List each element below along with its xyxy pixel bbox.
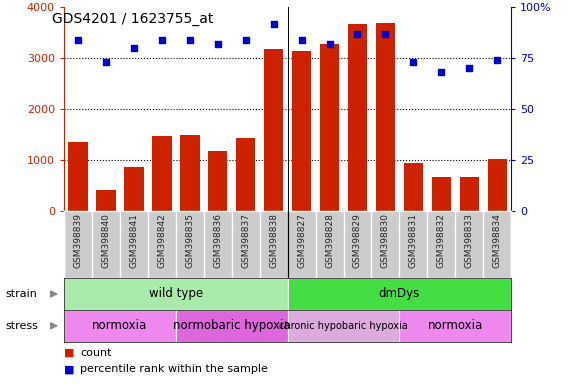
Bar bbox=[288, 310, 400, 342]
Bar bbox=[64, 310, 175, 342]
Point bbox=[185, 37, 195, 43]
Point bbox=[409, 59, 418, 65]
Point bbox=[325, 41, 334, 47]
Bar bbox=[152, 136, 171, 211]
Text: GSM398838: GSM398838 bbox=[269, 213, 278, 268]
Bar bbox=[320, 45, 339, 211]
Point bbox=[129, 45, 138, 51]
Point bbox=[213, 41, 223, 47]
Point bbox=[241, 37, 250, 43]
Point bbox=[297, 37, 306, 43]
Bar bbox=[292, 51, 311, 211]
Bar bbox=[64, 278, 288, 310]
Point bbox=[353, 31, 362, 37]
Text: GSM398837: GSM398837 bbox=[241, 213, 250, 268]
Text: normoxia: normoxia bbox=[428, 319, 483, 332]
Bar bbox=[236, 137, 256, 211]
Point bbox=[381, 31, 390, 37]
Text: GSM398835: GSM398835 bbox=[185, 213, 194, 268]
Point bbox=[493, 57, 502, 63]
Bar bbox=[264, 49, 284, 211]
Bar bbox=[175, 310, 288, 342]
Text: GSM398827: GSM398827 bbox=[297, 213, 306, 268]
Bar bbox=[460, 177, 479, 211]
Bar bbox=[487, 159, 507, 211]
Bar bbox=[432, 177, 451, 211]
Text: ■: ■ bbox=[64, 364, 74, 374]
Bar bbox=[288, 278, 511, 310]
Text: GSM398836: GSM398836 bbox=[213, 213, 222, 268]
Text: GSM398841: GSM398841 bbox=[130, 213, 138, 268]
Bar bbox=[96, 190, 116, 211]
Text: wild type: wild type bbox=[149, 288, 203, 300]
Text: GSM398829: GSM398829 bbox=[353, 213, 362, 268]
Bar bbox=[208, 151, 228, 211]
Point bbox=[269, 20, 278, 26]
Text: GSM398833: GSM398833 bbox=[465, 213, 474, 268]
Text: GSM398839: GSM398839 bbox=[73, 213, 83, 268]
Bar bbox=[404, 164, 423, 211]
Text: stress: stress bbox=[6, 321, 39, 331]
Text: GSM398830: GSM398830 bbox=[381, 213, 390, 268]
Text: dmDys: dmDys bbox=[379, 288, 420, 300]
Text: normobaric hypoxia: normobaric hypoxia bbox=[173, 319, 290, 332]
Text: chronic hypobaric hypoxia: chronic hypobaric hypoxia bbox=[279, 321, 408, 331]
Text: normoxia: normoxia bbox=[92, 319, 148, 332]
Text: ■: ■ bbox=[64, 348, 74, 358]
Bar bbox=[400, 310, 511, 342]
Bar bbox=[180, 135, 199, 211]
Text: GSM398828: GSM398828 bbox=[325, 213, 334, 268]
Point bbox=[157, 37, 166, 43]
Point bbox=[465, 65, 474, 71]
Text: GSM398832: GSM398832 bbox=[437, 213, 446, 268]
Text: GSM398834: GSM398834 bbox=[493, 213, 502, 268]
Text: GDS4201 / 1623755_at: GDS4201 / 1623755_at bbox=[52, 12, 214, 25]
Point bbox=[101, 59, 110, 65]
Text: strain: strain bbox=[6, 289, 38, 299]
Bar bbox=[68, 142, 88, 211]
Point bbox=[437, 70, 446, 76]
Bar bbox=[124, 167, 144, 211]
Point bbox=[73, 37, 83, 43]
Text: count: count bbox=[80, 348, 112, 358]
Text: GSM398831: GSM398831 bbox=[409, 213, 418, 268]
Bar bbox=[376, 23, 395, 211]
Text: GSM398840: GSM398840 bbox=[101, 213, 110, 268]
Text: percentile rank within the sample: percentile rank within the sample bbox=[80, 364, 268, 374]
Text: GSM398842: GSM398842 bbox=[157, 213, 166, 268]
Bar bbox=[347, 23, 367, 211]
